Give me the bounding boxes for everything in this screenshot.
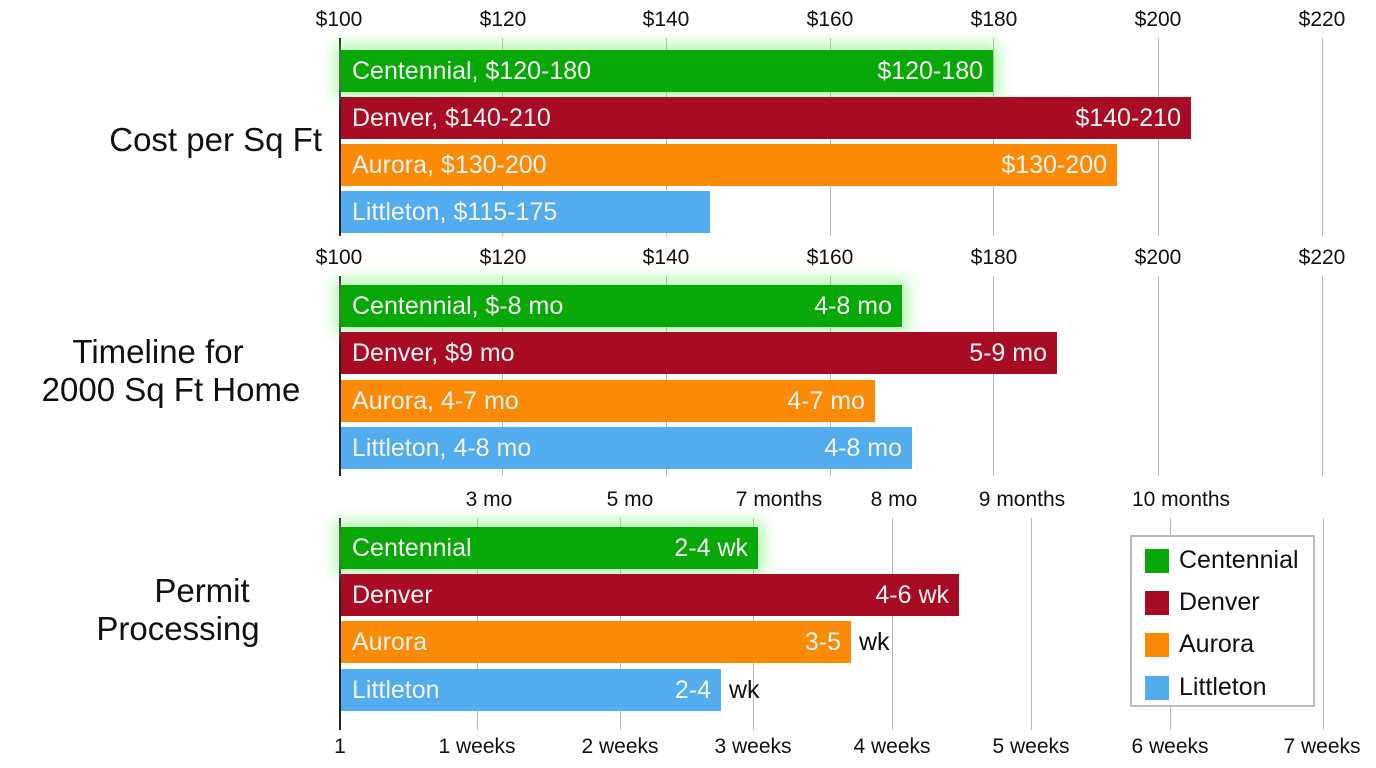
- gridline: [502, 276, 503, 476]
- bar-value-label: 5-9 mo: [969, 338, 1047, 367]
- bar-label: Denver: [352, 580, 433, 609]
- y-axis-line: [339, 38, 341, 236]
- cost-top-tick: $100: [315, 8, 363, 31]
- gridline: [993, 276, 994, 476]
- timeline-bottom-tick: 10 months: [1131, 488, 1231, 511]
- gridline: [1322, 38, 1323, 236]
- permit-bottom-tick: 2 weeks: [581, 735, 659, 758]
- permit-bottom-tick: 6 weeks: [1131, 735, 1209, 758]
- bar-label: Littleton: [352, 675, 440, 704]
- bar-value-label: $130-200: [1001, 150, 1107, 179]
- bar-label: Denver, $140-210: [352, 103, 551, 132]
- bar-value-label: 2-4: [674, 675, 711, 704]
- legend-swatch-icon: [1145, 548, 1169, 573]
- cost-top-tick: $220: [1298, 8, 1346, 31]
- bar-outside-label: wk: [729, 676, 760, 704]
- permit-title-line2: Processing: [96, 610, 260, 647]
- cost-bar-aurora: Aurora, $130-200 $130-200: [341, 144, 1117, 186]
- cost-top-tick: $180: [970, 8, 1018, 31]
- cost-bar-centennial: Centennial, $120-180 $120-180: [341, 50, 993, 92]
- permit-section-title: Permit Processing: [40, 572, 300, 648]
- timeline-bottom-tick: 3 mo: [465, 488, 513, 511]
- legend-label: Denver: [1179, 588, 1260, 616]
- timeline-bar-centennial: Centennial, $-8 mo 4-8 mo: [341, 285, 902, 327]
- bar-value-label: 4-8 mo: [824, 433, 902, 462]
- permit-bar-aurora: Aurora 3-5: [341, 621, 851, 663]
- timeline-top-tick: $140: [642, 246, 690, 269]
- timeline-bottom-tick: 7 months: [735, 488, 823, 511]
- timeline-bar-denver: Denver, $9 mo 5-9 mo: [341, 332, 1057, 374]
- bar-label: Aurora, 4-7 mo: [352, 386, 519, 415]
- permit-bottom-tick: 1 weeks: [438, 735, 516, 758]
- bar-label: Centennial, $120-180: [352, 56, 592, 85]
- cost-bar-littleton: Littleton, $115-175: [341, 191, 710, 233]
- gridline: [1158, 276, 1159, 476]
- cost-top-tick: $160: [806, 8, 854, 31]
- permit-bar-centennial: Centennial 2-4 wk: [341, 527, 758, 569]
- bar-value-label: $120-180: [877, 56, 983, 85]
- permit-title-line1: Permit: [154, 572, 250, 609]
- timeline-title-line2: 2000 Sq Ft Home: [41, 371, 301, 408]
- gridline: [830, 276, 831, 476]
- bar-label: Aurora, $130-200: [352, 150, 547, 179]
- legend-item-centennial: Centennial: [1145, 546, 1299, 575]
- timeline-title-line1: Timeline for: [72, 333, 244, 370]
- bar-label: Denver, $9 mo: [352, 338, 515, 367]
- legend-label: Littleton: [1179, 673, 1267, 701]
- gridline: [666, 276, 667, 476]
- bar-label: Aurora: [352, 627, 428, 656]
- cost-top-tick: $200: [1134, 8, 1182, 31]
- bar-label: Centennial, $-8 mo: [352, 291, 564, 320]
- bar-label: Centennial: [352, 533, 472, 562]
- bar-value-label: 3-5: [804, 627, 841, 656]
- timeline-top-tick: $120: [479, 246, 527, 269]
- permit-bottom-tick: 5 weeks: [992, 735, 1070, 758]
- bar-value-label: $140-210: [1075, 103, 1181, 132]
- gridline: [1322, 276, 1323, 476]
- legend-label: Aurora: [1179, 630, 1255, 658]
- permit-bottom-tick: 4 weeks: [853, 735, 931, 758]
- bar-value-label: 4-7 mo: [787, 386, 865, 415]
- gridline: [892, 518, 893, 730]
- legend-label: Centennial: [1179, 546, 1299, 574]
- permit-bottom-tick: 7 weeks: [1283, 735, 1361, 758]
- legend-swatch-icon: [1145, 675, 1169, 700]
- timeline-bottom-tick: 5 mo: [606, 488, 654, 511]
- bar-value-label: 2-4 wk: [674, 533, 748, 562]
- timeline-top-tick: $220: [1298, 246, 1346, 269]
- cost-top-tick: $120: [479, 8, 527, 31]
- timeline-section-title: Timeline for 2000 Sq Ft Home: [20, 333, 322, 409]
- legend: Centennial Denver Aurora Littleton: [1130, 535, 1315, 707]
- bar-outside-label: wk: [859, 628, 890, 656]
- permit-bottom-tick: 1: [334, 735, 346, 758]
- y-axis-line: [339, 518, 341, 730]
- gridline: [1031, 518, 1032, 730]
- legend-swatch-icon: [1145, 632, 1169, 657]
- legend-item-aurora: Aurora: [1145, 630, 1254, 659]
- cost-bar-denver: Denver, $140-210 $140-210: [341, 97, 1191, 139]
- timeline-top-tick: $100: [315, 246, 363, 269]
- timeline-bottom-tick: 9 months: [978, 488, 1066, 511]
- bar-value-label: 4-8 mo: [814, 291, 892, 320]
- permit-bar-littleton: Littleton 2-4: [341, 669, 721, 711]
- bar-value-label: 4-6 wk: [875, 580, 949, 609]
- timeline-top-tick: $200: [1134, 246, 1182, 269]
- cost-section-title: Cost per Sq Ft: [109, 121, 322, 158]
- timeline-top-tick: $160: [806, 246, 854, 269]
- bar-label: Littleton, $115-175: [352, 197, 558, 226]
- timeline-bottom-tick: 8 mo: [870, 488, 918, 511]
- permit-bottom-tick: 3 weeks: [714, 735, 792, 758]
- timeline-bar-aurora: Aurora, 4-7 mo 4-7 mo: [341, 380, 875, 422]
- legend-item-denver: Denver: [1145, 588, 1260, 617]
- cost-top-tick: $140: [642, 8, 690, 31]
- bar-label: Littleton, 4-8 mo: [352, 433, 532, 462]
- legend-item-littleton: Littleton: [1145, 673, 1267, 702]
- timeline-bar-littleton: Littleton, 4-8 mo 4-8 mo: [341, 427, 912, 469]
- gridline: [1323, 518, 1324, 730]
- legend-swatch-icon: [1145, 590, 1169, 615]
- permit-bar-denver: Denver 4-6 wk: [341, 574, 959, 616]
- y-axis-line: [339, 276, 341, 476]
- timeline-top-tick: $180: [970, 246, 1018, 269]
